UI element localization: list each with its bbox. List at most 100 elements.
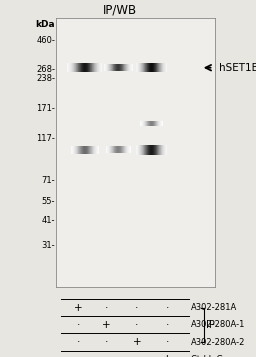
Bar <box>165 145 166 155</box>
Bar <box>88 64 89 72</box>
Bar <box>92 64 93 72</box>
Text: 41-: 41- <box>41 216 55 225</box>
Bar <box>143 145 144 155</box>
Bar <box>157 64 158 72</box>
Bar <box>153 64 154 72</box>
Bar <box>152 64 153 72</box>
Text: ·: · <box>135 320 139 330</box>
Bar <box>162 64 163 72</box>
Bar <box>150 145 151 155</box>
Text: ·: · <box>166 303 169 313</box>
Bar <box>87 64 88 72</box>
Bar <box>138 145 139 155</box>
Bar <box>101 64 102 72</box>
Bar <box>90 64 91 72</box>
Bar <box>136 145 137 155</box>
Bar <box>146 145 147 155</box>
Text: ·: · <box>76 354 80 357</box>
Bar <box>148 145 149 155</box>
Text: 55-: 55- <box>41 197 55 206</box>
Text: ·: · <box>104 303 108 313</box>
Bar <box>99 64 100 72</box>
Bar <box>96 64 97 72</box>
Bar <box>138 64 139 72</box>
Text: ·: · <box>135 303 139 313</box>
Bar <box>94 64 95 72</box>
Bar <box>98 64 99 72</box>
Bar <box>143 64 144 72</box>
Bar <box>156 64 157 72</box>
Bar <box>97 64 98 72</box>
Bar <box>85 64 86 72</box>
Bar <box>75 64 76 72</box>
Bar <box>145 145 146 155</box>
Bar <box>158 64 159 72</box>
Bar <box>151 145 152 155</box>
Bar <box>146 64 147 72</box>
Bar <box>140 64 141 72</box>
Bar <box>163 64 164 72</box>
Text: 268-: 268- <box>36 65 55 74</box>
Bar <box>86 64 87 72</box>
Bar <box>157 145 158 155</box>
Bar <box>80 64 81 72</box>
Bar <box>77 64 78 72</box>
Bar <box>136 64 137 72</box>
Bar <box>142 64 143 72</box>
Bar <box>160 64 161 72</box>
Bar <box>147 64 148 72</box>
Bar <box>145 64 146 72</box>
Bar <box>163 145 164 155</box>
Bar <box>82 64 83 72</box>
Text: ·: · <box>166 337 169 347</box>
Text: 238-: 238- <box>36 74 55 83</box>
Text: A302-280A-1: A302-280A-1 <box>191 320 245 330</box>
Bar <box>137 64 138 72</box>
Bar <box>141 64 142 72</box>
Bar <box>137 145 138 155</box>
Text: +: + <box>102 320 111 330</box>
Bar <box>84 64 85 72</box>
Bar <box>91 64 92 72</box>
Bar <box>141 145 142 155</box>
Bar <box>139 145 140 155</box>
Bar <box>154 64 155 72</box>
Bar <box>166 64 167 72</box>
Bar <box>76 64 77 72</box>
Bar <box>165 64 166 72</box>
Text: ·: · <box>104 354 108 357</box>
Bar <box>78 64 79 72</box>
Bar <box>70 64 71 72</box>
Bar <box>73 64 74 72</box>
Bar <box>151 64 152 72</box>
Bar <box>147 145 148 155</box>
Text: 31-: 31- <box>41 241 55 250</box>
Bar <box>166 145 167 155</box>
Text: IP: IP <box>206 320 215 330</box>
Text: ·: · <box>135 354 139 357</box>
Text: ·: · <box>76 337 80 347</box>
Text: +: + <box>74 303 82 313</box>
Bar <box>162 145 163 155</box>
Bar <box>100 64 101 72</box>
Bar <box>81 64 82 72</box>
Bar <box>164 145 165 155</box>
Bar <box>139 64 140 72</box>
Bar <box>83 64 84 72</box>
Text: 171-: 171- <box>36 104 55 113</box>
Bar <box>153 145 154 155</box>
Bar <box>152 145 153 155</box>
Bar <box>144 145 145 155</box>
Bar <box>164 64 165 72</box>
Text: ·: · <box>76 320 80 330</box>
Text: kDa: kDa <box>35 20 55 29</box>
Bar <box>74 64 75 72</box>
Bar <box>142 145 143 155</box>
Bar <box>69 64 70 72</box>
Text: 117-: 117- <box>36 134 55 143</box>
Text: +: + <box>133 337 141 347</box>
Bar <box>158 145 159 155</box>
Bar <box>89 64 90 72</box>
Bar <box>79 64 80 72</box>
Bar <box>149 145 150 155</box>
